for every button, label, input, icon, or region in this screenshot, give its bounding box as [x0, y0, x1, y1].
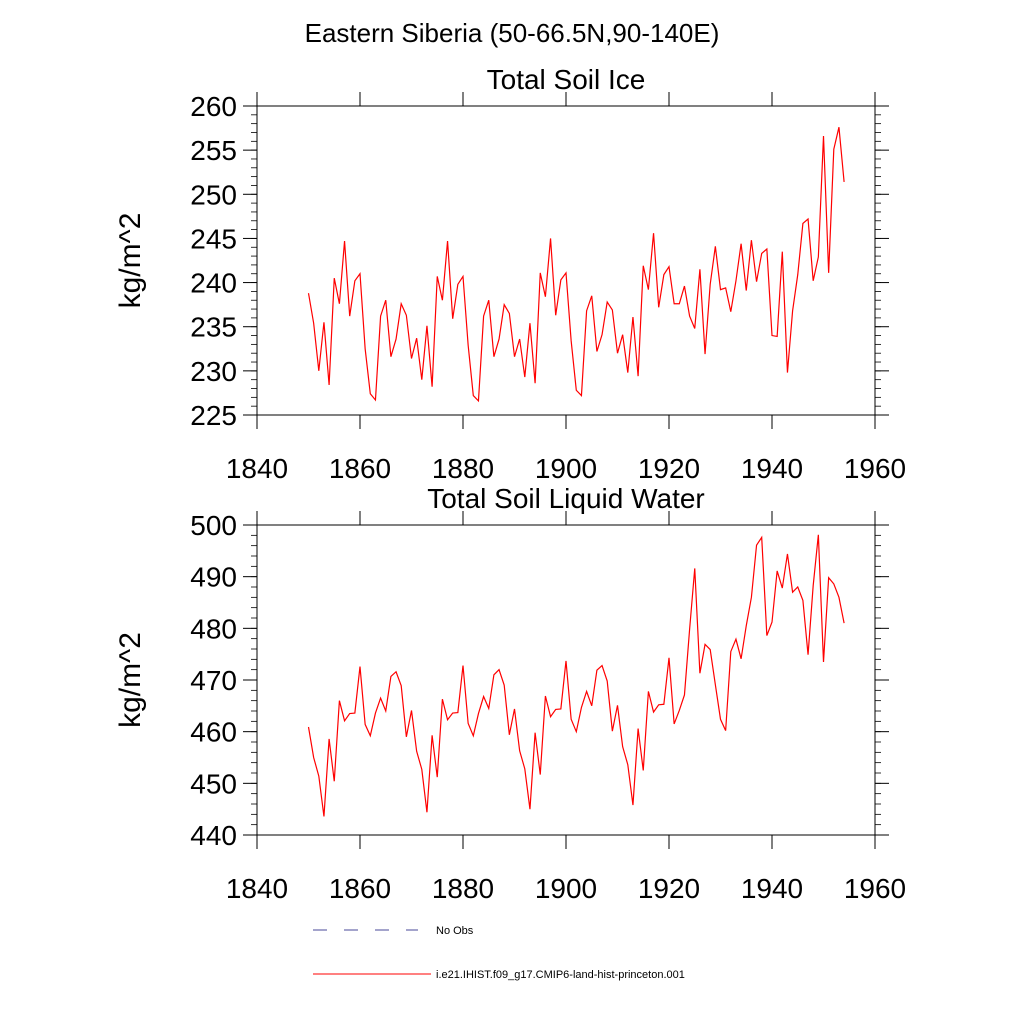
chart1-x-tick-label: 1860	[329, 453, 391, 484]
chart2-y-tick-label: 480	[190, 613, 237, 644]
chart1-y-tick-label: 255	[190, 135, 237, 166]
legend-label-model: i.e21.IHIST.f09_g17.CMIP6-land-hist-prin…	[436, 969, 685, 981]
figure-title: Eastern Siberia (50-66.5N,90-140E)	[304, 18, 720, 48]
panel-total-soil-ice: 225 230 235 240 245 250 255 260 1840 1860 1880 1900…	[114, 64, 906, 484]
legend: No Obs i.e21.IHIST.f09_g17.CMIP6-land-hi…	[313, 925, 685, 981]
chart2-x-tick-label: 1840	[226, 873, 288, 904]
chart1-y-tick-label: 245	[190, 223, 237, 254]
chart1-x-tick-label: 1880	[432, 453, 494, 484]
panel-total-soil-liquid-water: 440 450 460 470 480 490 500 1840 1860 1880 1900 192…	[114, 483, 906, 904]
chart2-x-tick-label: 1920	[638, 873, 700, 904]
chart1-x-tick-label: 1940	[741, 453, 803, 484]
chart1-x-tick-label: 1960	[844, 453, 906, 484]
chart1-y-tick-label: 230	[190, 356, 237, 387]
chart2-x-tick-label: 1880	[432, 873, 494, 904]
chart1-y-tick-label: 240	[190, 268, 237, 299]
chart1-y-axis-label: kg/m^2	[114, 213, 147, 309]
chart1-x-tick-label: 1900	[535, 453, 597, 484]
chart1-y-tick-label: 225	[190, 400, 237, 431]
chart2-y-tick-label: 500	[190, 510, 237, 541]
chart1-x-tick-label: 1840	[226, 453, 288, 484]
chart2-y-tick-label: 470	[190, 665, 237, 696]
chart2-y-tick-label: 460	[190, 717, 237, 748]
chart1-y-tick-label: 260	[190, 91, 237, 122]
chart1-series-line	[307, 127, 845, 403]
chart1-x-tick-label: 1920	[638, 453, 700, 484]
chart2-y-tick-label: 450	[190, 768, 237, 799]
chart2-y-axis-label: kg/m^2	[114, 632, 147, 728]
chart2-x-tick-label: 1860	[329, 873, 391, 904]
chart2-plot-frame	[256, 524, 876, 836]
chart2-y-tick-label: 490	[190, 562, 237, 593]
chart1-y-tick-label: 235	[190, 312, 237, 343]
chart2-y-tick-label: 440	[190, 820, 237, 851]
chart2-x-tick-label: 1960	[844, 873, 906, 904]
chart1-y-tick-label: 250	[190, 179, 237, 210]
chart2-series-line	[307, 534, 845, 817]
legend-label-no-obs: No Obs	[436, 925, 474, 937]
chart2-x-tick-label: 1940	[741, 873, 803, 904]
chart1-title: Total Soil Ice	[487, 64, 646, 95]
chart2-title: Total Soil Liquid Water	[427, 483, 705, 514]
chart2-x-tick-label: 1900	[535, 873, 597, 904]
